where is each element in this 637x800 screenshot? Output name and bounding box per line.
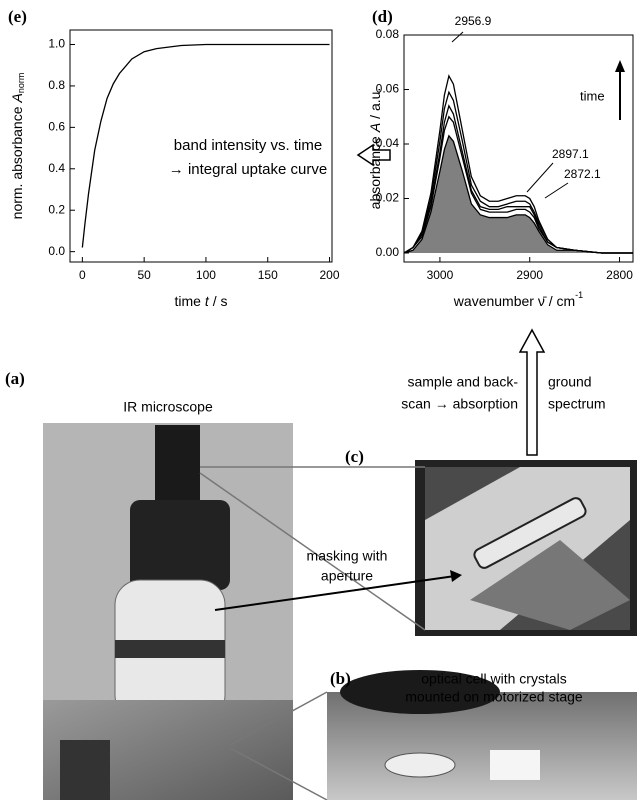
x-tick-label: 3000	[427, 268, 454, 282]
label-part: wavenumber ν̄ / cm	[453, 293, 575, 309]
aperture-arrow	[214, 575, 456, 611]
peak-label: 2956.9	[455, 14, 492, 28]
panel-label: (c)	[345, 447, 364, 466]
panel-label: (a)	[5, 369, 25, 388]
up-arrow	[518, 328, 546, 456]
x-tick-label: 100	[196, 268, 216, 282]
label-part: absorbance	[367, 136, 383, 209]
crystal-photo	[415, 460, 637, 636]
panel-label: (e)	[8, 7, 27, 26]
label-part: norm	[16, 73, 26, 94]
y-tick-label: 0.2	[48, 202, 65, 216]
y-tick-label: 0.08	[376, 27, 400, 41]
label-part: t	[205, 293, 210, 309]
line	[403, 74, 633, 254]
y-tick-label: 0.0	[48, 244, 65, 258]
x-tick-label: 0	[79, 268, 86, 282]
panel-title: IR microscope	[123, 399, 213, 415]
cell-photo	[327, 670, 637, 800]
left-arrow	[356, 143, 391, 167]
y-tick-label: 1.0	[48, 37, 65, 51]
aperture-arrowhead	[450, 570, 462, 582]
peak-label: 2897.1	[552, 147, 589, 161]
arrow-text: → integral uptake curve	[169, 161, 327, 178]
panel-title: optical cell with crystals	[421, 671, 567, 687]
pointer	[451, 31, 464, 43]
y-axis-label: norm. absorbance Anorm	[9, 73, 27, 220]
x-axis-label: wavenumber ν̄ / cm-1	[453, 290, 583, 308]
time-label: time	[580, 88, 605, 103]
area	[404, 135, 633, 254]
y-axis-label: absorbance A / a.u.	[367, 88, 383, 210]
x-tick-label: 50	[137, 268, 151, 282]
x-tick-label: 200	[320, 268, 340, 282]
label-part: / s	[213, 293, 228, 309]
pointer	[526, 162, 554, 193]
label-part: A	[367, 123, 383, 133]
panel-label: (d)	[372, 7, 393, 26]
scan-text: sample and back-	[407, 374, 518, 390]
label-part: A	[9, 93, 25, 103]
connector-lines	[199, 466, 426, 800]
label-part: norm. absorbance	[9, 106, 25, 219]
label-part: -1	[575, 290, 583, 300]
scan-text: scan → absorption	[401, 396, 518, 412]
x-tick-label: 2900	[516, 268, 543, 282]
x-tick-label: 2800	[606, 268, 633, 282]
scan-text: ground	[548, 374, 592, 390]
y-tick-label: 0.00	[376, 245, 400, 259]
mask-text: aperture	[321, 568, 373, 584]
label-part: / a.u.	[367, 88, 383, 119]
time-arrowhead	[615, 60, 625, 72]
arrow-text: band intensity vs. time	[174, 137, 322, 154]
plot-frame	[403, 34, 634, 263]
peak-label: 2872.1	[564, 167, 601, 181]
microscope-photo	[43, 423, 293, 800]
label-part: time	[174, 293, 201, 309]
line	[403, 104, 633, 254]
x-tick-label: 150	[258, 268, 278, 282]
panel-title: mounted on motorized stage	[405, 689, 583, 705]
y-tick-label: 0.04	[376, 136, 400, 150]
y-tick-label: 0.02	[376, 191, 400, 205]
line	[403, 134, 633, 254]
mask-text: masking with	[307, 548, 388, 564]
x-axis-label: time t / s	[174, 293, 227, 309]
y-tick-label: 0.8	[48, 78, 65, 92]
pointer	[544, 182, 569, 199]
panel-label: (b)	[330, 669, 351, 688]
y-tick-label: 0.06	[376, 82, 400, 96]
y-tick-label: 0.6	[48, 120, 65, 134]
line	[81, 43, 330, 248]
y-tick-label: 0.4	[48, 161, 65, 175]
plot-frame	[69, 29, 333, 263]
scan-text: spectrum	[548, 396, 606, 412]
